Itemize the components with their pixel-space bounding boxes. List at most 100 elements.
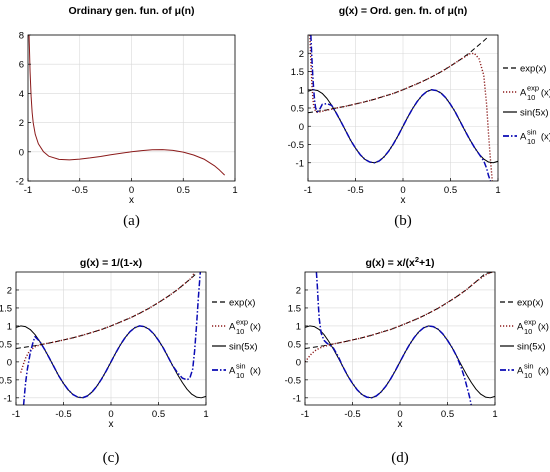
legend-tail-asin: (x): [250, 366, 261, 377]
legend-label-asin: A: [229, 366, 236, 377]
panel-d-xlabel: x: [398, 419, 403, 430]
legend-tail-asin: (x): [541, 132, 550, 143]
panel-a-ytick-4: 6: [19, 60, 24, 71]
panel-c-ytick-4: 1: [7, 321, 12, 332]
panel-b: g(x) = Ord. gen. fn. of μ(n) -1 -0.5 0 0.5 1 -…: [288, 5, 550, 229]
panel-a-xtick-2: 0: [129, 185, 134, 196]
panel-d-ytick-2: 0: [296, 357, 301, 368]
panel-b-xtick-4: 1: [495, 185, 500, 196]
panel-d-ytick-0: -1: [293, 393, 301, 404]
panel-a-xlabel: x: [129, 195, 134, 206]
panel-b-plot-area: [308, 35, 498, 181]
panel-b-xlabel: x: [401, 195, 406, 206]
panel-c-ytick-1: -0.5: [0, 375, 12, 386]
panel-c-ytick-3: 0.5: [0, 339, 12, 350]
legend-label-exp: exp(x): [520, 64, 546, 75]
legend-sup-asin: sin: [236, 362, 246, 371]
legend-sub-aexp: 10: [527, 93, 535, 102]
panel-a-xtick-0: -1: [24, 185, 32, 196]
panel-d-caption: (d): [391, 450, 409, 466]
legend-label-sin: sin(5x): [520, 108, 549, 119]
panel-c-xtick-1: -0.5: [55, 409, 71, 420]
panel-b-xtick-0: -1: [304, 185, 312, 196]
panel-d-plot-area: [305, 272, 495, 405]
legend-tail-aexp: (x): [250, 322, 261, 333]
legend-sup-aexp: exp: [527, 84, 539, 93]
panel-b-ytick-5: 1.5: [291, 67, 304, 78]
legend-label-asin: A: [517, 366, 524, 377]
panel-a-xtick-3: 0.5: [177, 185, 190, 196]
panel-b-ytick-0: -1: [296, 158, 304, 169]
panel-b-caption: (b): [394, 213, 412, 229]
legend-tail-aexp: (x): [538, 322, 549, 333]
panel-a-ytick-2: 2: [19, 118, 24, 129]
legend-tail-asin: (x): [538, 366, 549, 377]
legend-tail-aexp: (x): [541, 88, 550, 99]
panel-a-title: Ordinary gen. fun. of μ(n): [69, 5, 195, 17]
panel-c-ytick-2: 0: [7, 357, 12, 368]
panel-a-ytick-5: 8: [19, 31, 24, 42]
legend-label-aexp: A: [229, 322, 236, 333]
panel-b-ytick-3: 0.5: [291, 104, 304, 115]
panel-b-ytick-2: 0: [299, 122, 304, 133]
panel-a-ytick-0: -2: [16, 177, 24, 188]
panel-d-xtick-2: 0: [397, 409, 402, 420]
legend-sub-asin: 10: [527, 137, 535, 146]
legend-label-exp: exp(x): [517, 298, 543, 309]
panel-c-series-asin: [22, 272, 202, 405]
panel-b-title: g(x) = Ord. gen. fn. of μ(n): [339, 5, 468, 17]
panel-d-series-aexp: [305, 272, 495, 363]
panel-b-ytick-4: 1: [299, 85, 304, 96]
title-superscript: 2: [415, 255, 419, 264]
legend-label-sin: sin(5x): [517, 342, 546, 353]
legend-sub-aexp: 10: [524, 327, 532, 336]
panel-c-caption: (c): [103, 450, 120, 466]
panel-c-ytick-6: 2: [7, 285, 12, 296]
legend-sub-aexp: 10: [236, 327, 244, 336]
panel-b-series-aexp: [309, 35, 493, 181]
panel-d-xtick-4: 1: [492, 409, 497, 420]
panel-d: g(x) = x/(x2+1)-1 -0.5 0 0.5 1-1-0.500.511.5…: [285, 255, 549, 466]
panel-d-xtick-0: -1: [301, 409, 309, 420]
panel-c: g(x) = 1/(1-x) -1 -0.5 0 0.5 1 -1 -0.5 0 0.5 1 1.5 2…: [0, 257, 261, 466]
panel-d-ytick-5: 1.5: [288, 303, 301, 314]
panel-c-series-exp: [16, 273, 197, 350]
panel-c-ytick-5: 1.5: [0, 303, 12, 314]
legend-label-exp: exp(x): [229, 298, 255, 309]
panel-b-series-asin: [310, 35, 492, 181]
legend-sup-asin: sin: [527, 128, 537, 137]
panel-c-xtick-3: 0.5: [152, 409, 165, 420]
panel-a-series-g: [28, 35, 226, 176]
legend-sub-asin: 10: [236, 371, 244, 380]
panel-c-xtick-0: -1: [12, 409, 20, 420]
legend-label-asin: A: [520, 132, 527, 143]
panel-b-xtick-3: 0.5: [444, 185, 457, 196]
legend-label-aexp: A: [517, 322, 524, 333]
panel-a-ytick-1: 0: [19, 147, 24, 158]
panel-d-series-asin: [315, 272, 472, 405]
panel-b-series-exp: [308, 36, 489, 114]
panel-a-caption: (a): [123, 213, 140, 229]
title-main: g(x) = x/(x: [366, 257, 415, 269]
panel-a-xtick-4: 1: [232, 185, 237, 196]
legend-sub-asin: 10: [524, 371, 532, 380]
panel-a: Ordinary gen. fun. of μ(n) -1 -0.5 0 0.5 1 -2 0…: [16, 5, 238, 229]
panel-c-title: g(x) = 1/(1-x): [80, 257, 142, 269]
panel-b-xtick-2: 0: [400, 185, 405, 196]
panel-c-xtick-4: 1: [203, 409, 208, 420]
panel-c-plot-area: [16, 272, 206, 405]
legend-label-aexp: A: [520, 88, 527, 99]
panel-a-xtick-1: -0.5: [72, 185, 88, 196]
panel-d-xtick-3: 0.5: [441, 409, 454, 420]
legend-label-sin: sin(5x): [229, 342, 258, 353]
panel-d-xtick-1: -0.5: [344, 409, 360, 420]
panel-a-plot-area: [28, 35, 226, 176]
panel-d-title: g(x) = x/(x2+1): [366, 255, 435, 269]
panel-d-ytick-6: 2: [296, 285, 301, 296]
panel-c-xtick-2: 0: [108, 409, 113, 420]
panel-c-xlabel: x: [109, 419, 114, 430]
